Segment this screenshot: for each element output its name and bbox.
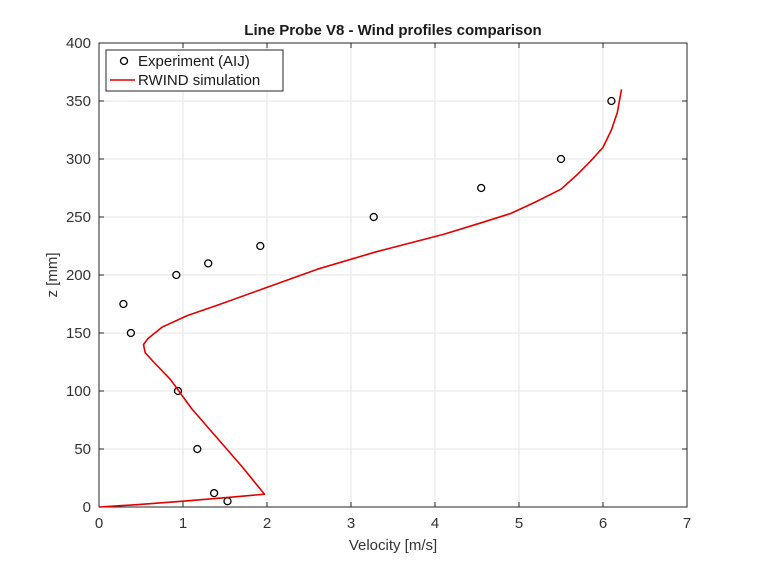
y-tick-label: 0 xyxy=(83,499,91,516)
data-point-experiment xyxy=(223,497,232,506)
x-tick-label: 5 xyxy=(515,515,523,532)
data-point-experiment xyxy=(119,299,128,309)
data-point-experiment xyxy=(477,183,486,193)
y-tick-label: 50 xyxy=(74,441,91,458)
data-point-experiment xyxy=(126,328,136,338)
x-axis-label: Velocity [m/s] xyxy=(349,537,437,554)
chart-title: Line Probe V8 - Wind profiles comparison xyxy=(244,22,541,39)
series-line-rwind-simulation xyxy=(98,89,623,508)
x-tick-label: 4 xyxy=(431,515,439,532)
x-tick-label: 6 xyxy=(599,515,607,532)
y-tick-label: 400 xyxy=(66,35,91,52)
y-tick-label: 150 xyxy=(66,325,91,342)
data-point-experiment xyxy=(173,386,183,396)
data-point-experiment xyxy=(607,96,616,106)
y-tick-label: 250 xyxy=(66,209,91,226)
legend: Experiment (AIJ) RWIND simulation xyxy=(105,49,284,92)
data-point-experiment xyxy=(256,241,265,251)
y-tick-label: 100 xyxy=(66,383,91,400)
legend-box xyxy=(105,49,284,92)
x-tick-label: 2 xyxy=(263,515,271,532)
data-point-experiment xyxy=(369,212,378,222)
y-tick-label: 200 xyxy=(66,267,91,284)
y-axis-label: z [mm] xyxy=(44,253,61,298)
y-tick-label: 350 xyxy=(66,93,91,110)
legend-marker-experiment xyxy=(119,56,129,66)
x-tick-label: 3 xyxy=(347,515,355,532)
y-tick-label: 300 xyxy=(66,151,91,168)
data-point-experiment xyxy=(193,444,202,454)
legend-entry-simulation: RWIND simulation xyxy=(138,72,260,89)
x-tick-label: 7 xyxy=(683,515,691,532)
legend-entry-experiment: Experiment (AIJ) xyxy=(138,53,250,70)
series xyxy=(98,89,623,508)
data-point-experiment xyxy=(209,488,219,498)
x-tick-label: 1 xyxy=(179,515,187,532)
data-point-experiment xyxy=(172,270,181,280)
x-tick-label: 0 xyxy=(95,515,103,532)
grid xyxy=(98,42,688,508)
data-point-experiment xyxy=(204,259,213,268)
axis-ticks: 0 1 2 3 4 5 6 7 0 50 100 150 200 250 300 350 400 xyxy=(66,35,691,532)
data-point-experiment xyxy=(556,154,566,164)
